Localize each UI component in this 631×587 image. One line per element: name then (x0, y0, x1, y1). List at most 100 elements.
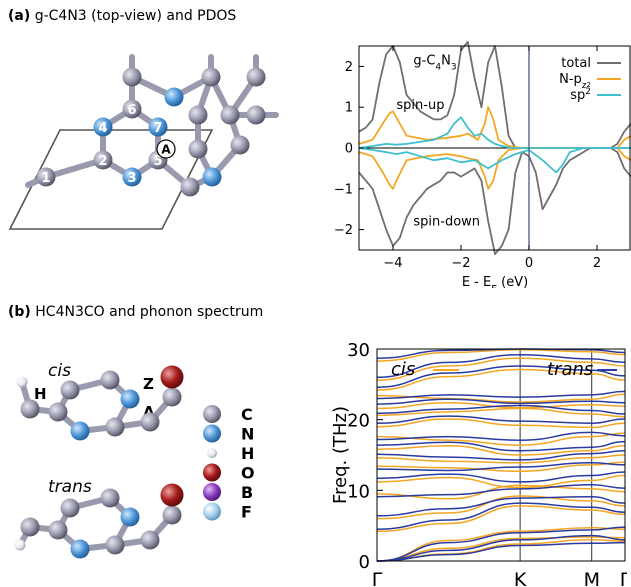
carbon-atom (48, 520, 68, 540)
pdos-chart: −4 −2 0 2 −2 −1 0 1 2 E - EF (eV) PDOS (eV-1) g-C4N… (331, 41, 631, 288)
band-cis-8 (376, 454, 626, 464)
trans-label: trans (48, 477, 92, 497)
y-tick-label: 20 (347, 411, 370, 432)
band-trans-12 (376, 404, 626, 415)
series-npz-up (358, 106, 631, 149)
x-tick-label: −4 (383, 256, 402, 271)
band-trans-10 (376, 431, 626, 441)
unit-cell-outline (8, 129, 214, 230)
legend-swatch-o (203, 463, 221, 482)
band-trans-13 (376, 398, 626, 405)
panel-b-label: (b) (8, 304, 31, 320)
h-atom-label: H (34, 385, 47, 403)
legend-label-trans: trans (547, 359, 593, 380)
band-cis-2 (376, 527, 626, 562)
band-trans-8 (376, 450, 626, 461)
nitrogen-atom (122, 167, 142, 187)
carbon-atom (162, 387, 182, 407)
bond (43, 157, 106, 180)
structure-top-view: 6 4 7 2 5 3 1 A (8, 54, 279, 230)
carbon-atom (60, 498, 80, 518)
nitrogen-atom (148, 117, 168, 137)
panel-a-title: (a) g-C4N3 (top-view) and PDOS (8, 8, 236, 24)
pdos-plot-area (358, 41, 631, 256)
atom-number: 6 (127, 103, 136, 118)
band-cis-13 (376, 401, 626, 410)
legend-label-cis: cis (391, 359, 415, 380)
band-trans-9 (376, 440, 626, 452)
legend-label-n: N (241, 425, 254, 444)
panel-a-title-text: g-C4N3 (top-view) and PDOS (34, 8, 237, 24)
band-cis-12 (376, 407, 626, 418)
nitrogen-atom (93, 117, 113, 137)
carbon-atom (220, 105, 240, 125)
carbon-atom (246, 67, 266, 87)
molecule-atoms (14, 365, 184, 559)
band-trans-14 (376, 390, 626, 400)
carbon-atom (20, 399, 40, 419)
legend-label: sp2 (570, 87, 591, 103)
panel-b-title-text: HC4N3CO and phonon spectrum (35, 304, 264, 320)
band-trans-16 (376, 353, 626, 379)
y-tick-label: 30 (347, 340, 370, 361)
carbon-atom (36, 167, 56, 187)
carbon-atom (162, 505, 182, 525)
band-trans-11 (376, 415, 626, 424)
band-cis-16 (376, 357, 626, 381)
band-cis-15 (376, 368, 626, 391)
k-point-label: M (584, 569, 600, 587)
legend-label: total (561, 56, 591, 71)
band-trans-0 (376, 534, 626, 562)
carbon-atom (230, 135, 250, 155)
annotation-spin-up: spin-up (396, 98, 444, 113)
carbon-atom (105, 535, 125, 555)
carbon-atom (246, 105, 266, 125)
y-tick-label: −1 (334, 182, 353, 197)
band-trans-2 (376, 526, 626, 562)
band-trans-6 (376, 471, 626, 483)
y-tick-label: 10 (347, 481, 370, 502)
nitrogen-atom (120, 389, 140, 409)
carbon-atom (105, 417, 125, 437)
series-sp-down (358, 147, 631, 174)
nitrogen-atom (164, 87, 184, 107)
cis-label: cis (48, 361, 71, 381)
hydrogen-atom (16, 376, 28, 388)
atom-number: 2 (98, 154, 107, 169)
k-point-label: K (514, 569, 527, 587)
nitrogen-atom (70, 539, 90, 559)
band-trans-1 (376, 541, 626, 562)
carbon-atom (122, 99, 142, 119)
band-cis-10 (376, 432, 626, 446)
y-tick-label: 0 (359, 552, 370, 573)
nitrogen-atom (202, 167, 222, 187)
carbon-atom (93, 150, 113, 170)
band-cis-3 (376, 505, 626, 533)
atom-number: 7 (153, 121, 162, 136)
hydrogen-atom (14, 539, 26, 551)
annotation-material: g-C4N3 (413, 53, 456, 72)
legend-label-o: O (241, 464, 255, 483)
carbon-atom (60, 380, 80, 400)
carbon-atom (201, 67, 221, 87)
annotation-spin-down: spin-down (413, 215, 480, 230)
series-total-down (358, 147, 631, 256)
y-tick-label: 0 (345, 142, 353, 157)
legend-label-c: C (241, 405, 253, 424)
carbon-atom (188, 105, 208, 125)
series-sp-up (358, 116, 631, 149)
atom-number: 3 (127, 171, 136, 186)
panel-a-label: (a) (8, 8, 31, 24)
oxygen-atom (160, 483, 184, 507)
nitrogen-atom (70, 421, 90, 441)
atom-number: 4 (98, 121, 107, 136)
phonon-plot-area (376, 348, 626, 562)
k-point-label: Γ (620, 569, 627, 587)
legend-swatch-n (203, 424, 221, 443)
band-cis-14 (376, 393, 626, 403)
band-trans-5 (376, 483, 626, 498)
band-cis-9 (376, 445, 626, 456)
panel-b-title: (b) HC4N3CO and phonon spectrum (8, 304, 263, 320)
